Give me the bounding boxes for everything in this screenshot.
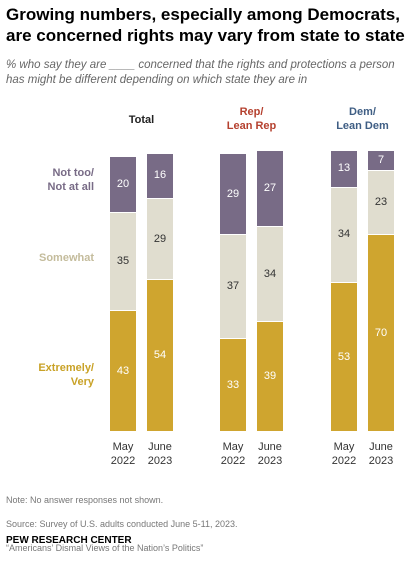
x-tick-label: June 2023 xyxy=(368,441,394,467)
bar-segment xyxy=(110,310,136,431)
x-tick-label: May 2022 xyxy=(331,441,357,467)
value-label: 34 xyxy=(263,267,277,280)
bar-segment xyxy=(368,150,394,170)
bar-segment xyxy=(368,169,394,235)
value-label: 39 xyxy=(263,370,277,383)
bar-segment xyxy=(331,282,357,431)
note: Source: Survey of U.S. adults conducted … xyxy=(6,519,238,529)
note: “Americans’ Dismal Views of the Nation’s… xyxy=(6,543,204,553)
bar-segment xyxy=(220,234,246,339)
bar-segment xyxy=(220,152,246,235)
legend-label: Extremely/ Very xyxy=(38,362,94,388)
value-label: 16 xyxy=(153,169,167,182)
panel-title: Rep/ Lean Rep xyxy=(226,106,277,132)
bar-segment xyxy=(147,197,173,280)
panel-title: Total xyxy=(128,114,155,126)
bar-segment xyxy=(110,155,136,212)
bar-segment xyxy=(331,186,357,283)
value-label: 37 xyxy=(226,280,240,293)
bar-segment xyxy=(257,150,283,226)
footer: PEW RESEARCH CENTER xyxy=(6,535,132,546)
bar-segment xyxy=(147,152,173,198)
x-tick-label: May 2022 xyxy=(110,441,136,467)
x-tick-label: June 2023 xyxy=(147,441,173,467)
value-label: 34 xyxy=(337,228,351,241)
value-label: 35 xyxy=(116,254,130,267)
note: Note: No answer responses not shown. xyxy=(6,495,164,505)
bar-segment xyxy=(257,225,283,322)
notes: Note: No answer responses not shown. Sou… xyxy=(6,482,237,566)
value-label: 70 xyxy=(374,326,388,339)
value-label: 27 xyxy=(263,181,277,194)
panel-title: Dem/ Lean Dem xyxy=(336,106,389,132)
bar-segment xyxy=(368,234,394,431)
value-label: 29 xyxy=(153,232,167,245)
chart-subtitle: % who say they are ____ concerned that t… xyxy=(6,59,395,86)
bar-segment xyxy=(110,211,136,311)
value-label: 23 xyxy=(374,195,388,208)
legend-label: Not too/ Not at all xyxy=(47,167,94,193)
value-label: 13 xyxy=(337,162,351,175)
legend-label: Somewhat xyxy=(38,252,94,264)
bar-segment xyxy=(331,150,357,187)
value-label: 33 xyxy=(226,378,240,391)
bar-segment xyxy=(147,279,173,431)
bar-segment xyxy=(257,321,283,431)
value-label: 20 xyxy=(116,177,130,190)
chart-title: Growing numbers, especially among Democr… xyxy=(6,5,405,45)
value-label: 7 xyxy=(377,153,385,166)
value-label: 53 xyxy=(337,350,351,363)
value-label: 54 xyxy=(153,349,167,362)
x-tick-label: June 2023 xyxy=(257,441,283,467)
x-tick-label: May 2022 xyxy=(220,441,246,467)
bar-segment xyxy=(220,338,246,431)
value-label: 29 xyxy=(226,187,240,200)
value-label: 43 xyxy=(116,364,130,377)
